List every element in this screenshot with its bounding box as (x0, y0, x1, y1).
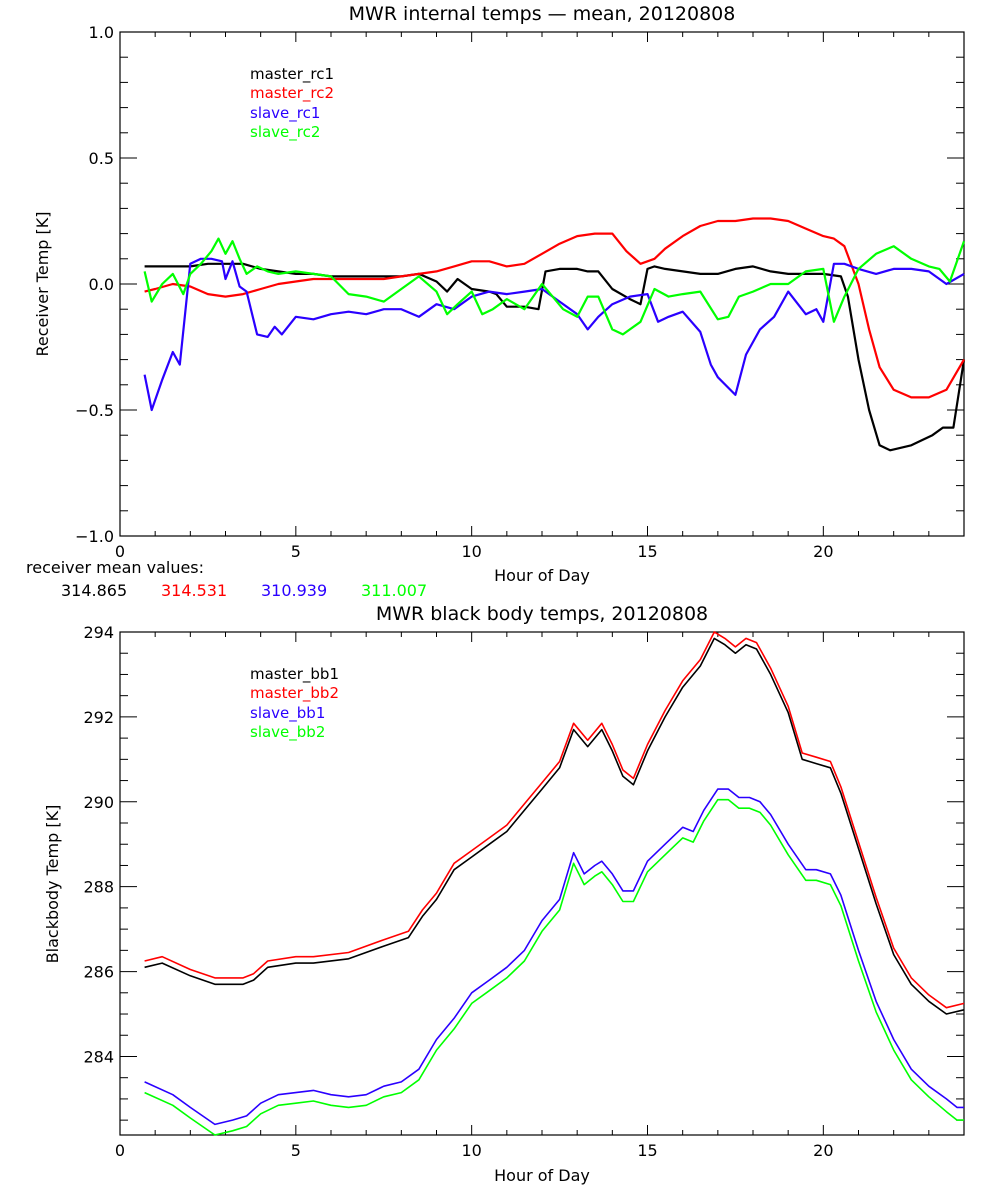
legend-entry: master_rc1 (250, 65, 334, 84)
y-tick-label: 292 (83, 708, 114, 727)
series-line-master-bb1 (144, 637, 965, 1015)
x-tick-label: 20 (813, 542, 833, 561)
receiver-temp-chart: MWR internal temps — mean, 20120808 0 5 10… (26, 3, 966, 600)
x-tick-label: 0 (115, 542, 125, 561)
chart-title: MWR black body temps, 20120808 (376, 603, 708, 625)
y-tick-label: 0.5 (89, 149, 114, 168)
legend-entry: slave_rc1 (250, 104, 320, 123)
chart-title: MWR internal temps — mean, 20120808 (349, 3, 736, 25)
y-tick-label: 290 (83, 793, 114, 812)
y-tick-label: 288 (83, 878, 114, 897)
legend-entry: master_bb1 (250, 665, 339, 684)
y-tick-label: 286 (83, 963, 114, 982)
y-tick-label: 0.0 (89, 275, 114, 294)
series-line-master-rc2 (144, 217, 965, 399)
series-line-slave-bb2 (144, 798, 964, 1136)
series-line-slave-rc2 (143, 237, 966, 336)
y-axis-label: Receiver Temp [K] (33, 211, 52, 356)
y-tick-label: 294 (83, 623, 114, 642)
x-axis-label: Hour of Day (494, 566, 590, 585)
y-tick-label: −0.5 (75, 401, 114, 420)
blackbody-temp-chart: MWR black body temps, 20120808 0 5 10 15 20 2… (43, 603, 965, 1185)
x-tick-label: 0 (115, 1141, 125, 1160)
y-axis-label: Blackbody Temp [K] (43, 805, 62, 964)
series-line-master-bb2 (144, 631, 965, 1009)
x-axis-label: Hour of Day (494, 1166, 590, 1185)
x-tick-label: 15 (637, 1141, 657, 1160)
legend-entry: slave_bb1 (250, 704, 325, 723)
legend-entry: master_bb2 (250, 684, 339, 703)
y-tick-label: −1.0 (75, 527, 114, 546)
axes: 0 5 10 15 20 −1.0 −0.5 0.0 0.5 1.0 (75, 23, 965, 561)
legend-entry: slave_rc2 (250, 123, 320, 142)
legend-entry: slave_bb2 (250, 723, 325, 742)
series-line-slave-bb1 (144, 788, 964, 1126)
series-line-slave-rc1 (143, 257, 965, 412)
x-tick-label: 15 (637, 542, 657, 561)
x-tick-label: 5 (291, 1141, 301, 1160)
legend: master_rc1 master_rc2 slave_rc1 slave_rc… (250, 65, 334, 142)
annotation-label: receiver mean values: (26, 558, 204, 577)
x-tick-label: 20 (813, 1141, 833, 1160)
x-tick-label: 5 (291, 542, 301, 561)
axes: 0 5 10 15 20 284 286 288 290 292 294 (83, 623, 965, 1160)
mean-value-master-rc2: 314.531 (161, 581, 227, 600)
mean-value-master-rc1: 314.865 (61, 581, 127, 600)
mean-value-slave-rc2: 311.007 (361, 581, 427, 600)
x-tick-label: 10 (461, 1141, 481, 1160)
x-tick-label: 10 (461, 542, 481, 561)
y-tick-label: 284 (83, 1047, 114, 1066)
series-line-master-rc1 (144, 262, 966, 452)
legend: master_bb1 master_bb2 slave_bb1 slave_bb… (250, 665, 339, 742)
plot-frame (119, 631, 965, 1136)
mean-value-slave-rc1: 310.939 (261, 581, 327, 600)
series-lines (144, 631, 965, 1136)
legend-entry: master_rc2 (250, 84, 334, 103)
y-tick-label: 1.0 (89, 23, 114, 42)
series-lines (143, 217, 966, 452)
